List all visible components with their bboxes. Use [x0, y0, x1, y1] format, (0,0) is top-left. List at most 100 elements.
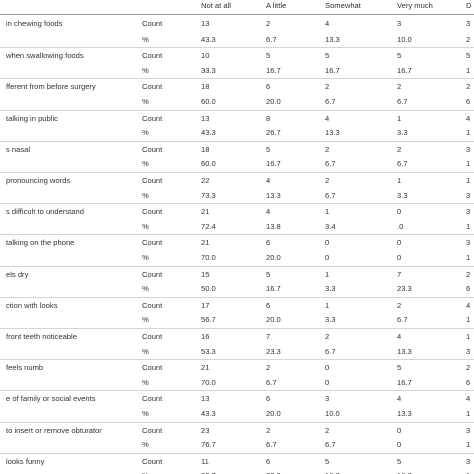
value-somewhat: 6.7 — [325, 190, 336, 200]
value-somewhat: 1 — [325, 269, 330, 279]
row-stat-type: Count — [142, 456, 163, 466]
value-somewhat: 5 — [325, 51, 330, 61]
value-very-much: 4 — [397, 394, 402, 404]
value-not-at-all: 17 — [201, 300, 210, 310]
value-not-at-all: 16 — [201, 332, 210, 341]
value-not-at-all: 70.0 — [201, 377, 216, 387]
row-stat-type: Count — [142, 113, 163, 123]
value-a-little: 6.7 — [266, 34, 277, 44]
value-somewhat: 0 — [325, 238, 330, 248]
value-a-little: 23.3 — [266, 346, 281, 356]
row-stat-type: % — [142, 65, 149, 75]
value-very-much: 6.7 — [397, 97, 408, 106]
value-last: 4 — [466, 113, 471, 123]
row-stat-type: % — [142, 377, 149, 387]
table-row: % 70.0 20.0 0 0 1 — [0, 250, 474, 266]
value-last: 1 — [466, 468, 470, 474]
value-very-much: 2 — [397, 300, 402, 310]
value-a-little: 20.0 — [266, 315, 281, 325]
value-a-little: 6.7 — [266, 377, 277, 387]
value-a-little: 16.7 — [266, 159, 281, 169]
value-last: 1 — [466, 176, 471, 185]
value-very-much: 7 — [397, 269, 402, 279]
table-row: % 72.4 13.8 3.4 .0 1 — [0, 219, 474, 235]
row-item-label: ction with looks — [6, 300, 58, 310]
header-a-little: A little — [266, 1, 287, 10]
value-a-little: 5 — [266, 144, 271, 154]
value-last: 3 — [466, 19, 471, 28]
value-somewhat: 3 — [325, 394, 330, 404]
value-not-at-all: 53.3 — [201, 346, 216, 356]
value-last: 6 — [466, 97, 471, 106]
value-last: 3 — [466, 456, 471, 466]
row-stat-type: % — [142, 284, 149, 294]
header-last-column: D — [466, 1, 472, 10]
value-last: 1 — [466, 253, 471, 262]
value-somewhat: 10.0 — [325, 409, 340, 418]
value-not-at-all: 43.3 — [201, 34, 216, 44]
table-row: % 73.3 13.3 6.7 3.3 3 — [0, 188, 474, 204]
value-not-at-all: 13 — [201, 394, 210, 404]
value-very-much: 1 — [397, 176, 402, 185]
row-stat-type: % — [142, 409, 149, 418]
value-a-little: 5 — [266, 269, 271, 279]
value-somewhat: 2 — [325, 82, 330, 92]
value-not-at-all: 18 — [201, 82, 210, 92]
table-row: % 56.7 20.0 3.3 6.7 1 — [0, 312, 474, 328]
value-a-little: 4 — [266, 207, 271, 217]
header-not-at-all: Not at all — [201, 1, 231, 10]
value-last: 6 — [466, 377, 471, 387]
value-somewhat: 16.7 — [325, 468, 340, 474]
value-a-little: 2 — [266, 363, 271, 373]
value-last: 1 — [466, 128, 471, 138]
value-very-much: 3 — [397, 19, 402, 28]
table-row: talking in public Count 13 8 4 1 4 — [0, 109, 474, 127]
table-row: % 70.0 6.7 0 16.7 6 — [0, 375, 474, 391]
value-somewhat: 1 — [325, 207, 330, 217]
value-somewhat: 0 — [325, 253, 330, 262]
value-last: 6 — [466, 284, 471, 294]
value-a-little: 2 — [266, 425, 271, 435]
table-row: to insert or remove obturator Count 23 2 2 0 3 — [0, 421, 474, 439]
value-not-at-all: 56.7 — [201, 315, 216, 325]
row-stat-type: Count — [142, 207, 163, 217]
value-very-much: 3.3 — [397, 128, 408, 138]
row-stat-type: Count — [142, 144, 163, 154]
value-a-little: 13.8 — [266, 221, 281, 231]
value-very-much: 5 — [397, 456, 402, 466]
value-not-at-all: 43.3 — [201, 128, 216, 138]
value-very-much: 5 — [397, 51, 402, 61]
value-a-little: 20.0 — [266, 253, 281, 262]
value-very-much: 1 — [397, 113, 402, 123]
table-row: % 43.3 6.7 13.3 10.0 2 — [0, 32, 474, 48]
value-last: 2 — [466, 82, 471, 92]
row-stat-type: % — [142, 346, 149, 356]
row-stat-type: Count — [142, 82, 163, 92]
value-somewhat: 6.7 — [325, 346, 336, 356]
value-a-little: 20.0 — [266, 409, 281, 418]
value-somewhat: 0 — [325, 377, 330, 387]
table-row: fferent from before surgery Count 18 6 2 2 2 — [0, 78, 474, 95]
value-not-at-all: 73.3 — [201, 190, 216, 200]
value-a-little: 6 — [266, 238, 271, 248]
row-stat-type: Count — [142, 51, 163, 61]
value-somewhat: 3.3 — [325, 284, 336, 294]
value-very-much: 3.3 — [397, 190, 408, 200]
value-last: 4 — [466, 394, 471, 404]
row-stat-type: % — [142, 468, 149, 474]
value-not-at-all: 70.0 — [201, 253, 216, 262]
value-not-at-all: 33.3 — [201, 65, 216, 75]
table-row: in chewing foods Count 13 2 4 3 3 — [0, 16, 474, 32]
header-divider — [0, 14, 474, 15]
value-very-much: 0 — [397, 238, 402, 248]
value-not-at-all: 60.0 — [201, 159, 216, 169]
table-row: % 43.3 20.0 10.0 13.3 1 — [0, 406, 474, 422]
value-a-little: 6 — [266, 456, 271, 466]
table-row: % 33.3 16.7 16.7 16.7 1 — [0, 63, 474, 79]
row-item-label: talking in public — [6, 113, 58, 123]
value-a-little: 13.3 — [266, 190, 281, 200]
row-item-label: front teeth noticeable — [6, 332, 77, 341]
value-very-much: 13.3 — [397, 409, 412, 418]
table-row: ction with looks Count 17 6 1 2 4 — [0, 296, 474, 314]
